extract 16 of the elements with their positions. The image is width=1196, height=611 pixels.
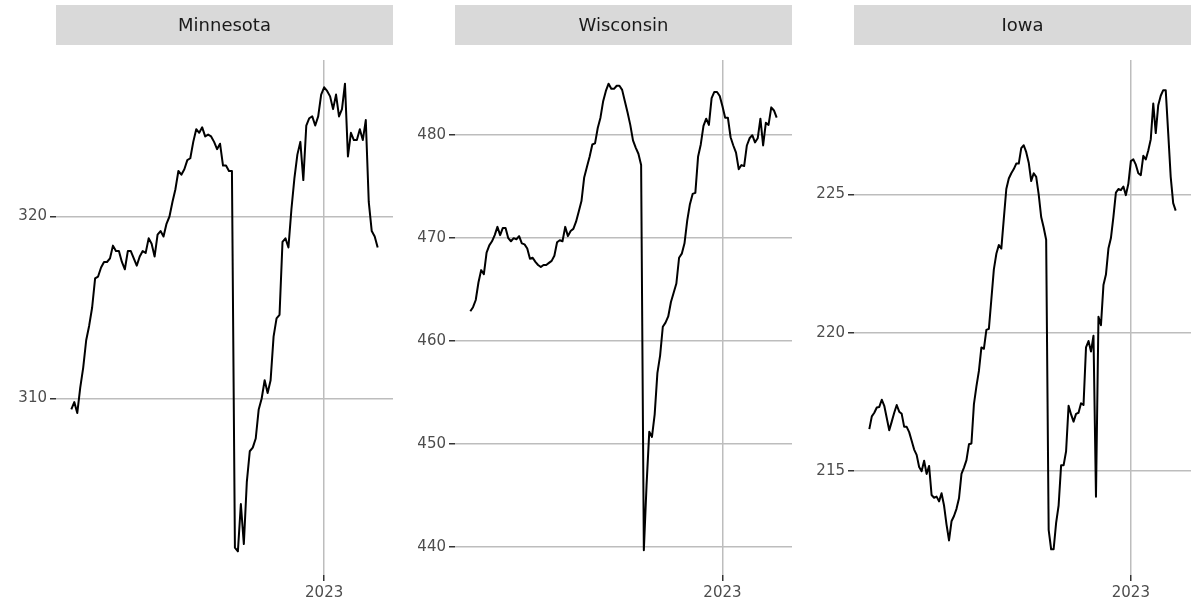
y-tick-label: 440 — [417, 537, 446, 556]
y-tick-label: 460 — [417, 331, 446, 350]
chart-title: Minnesota — [56, 5, 393, 45]
chart-title: Iowa — [854, 5, 1191, 45]
y-tick-label: 470 — [417, 228, 446, 247]
y-tick-label: 225 — [816, 184, 845, 203]
y-tick-label: 220 — [816, 322, 845, 341]
x-tick-label: 2023 — [1111, 582, 1150, 601]
y-tick-label: 480 — [417, 125, 446, 144]
y-tick-label: 450 — [417, 434, 446, 453]
x-tick-label: 2023 — [305, 582, 344, 601]
x-tick-label: 2023 — [703, 582, 742, 601]
y-tick-label: 310 — [18, 388, 47, 407]
y-tick-label: 320 — [18, 206, 47, 225]
chart-title: Wisconsin — [455, 5, 792, 45]
y-tick-label: 215 — [816, 461, 845, 480]
